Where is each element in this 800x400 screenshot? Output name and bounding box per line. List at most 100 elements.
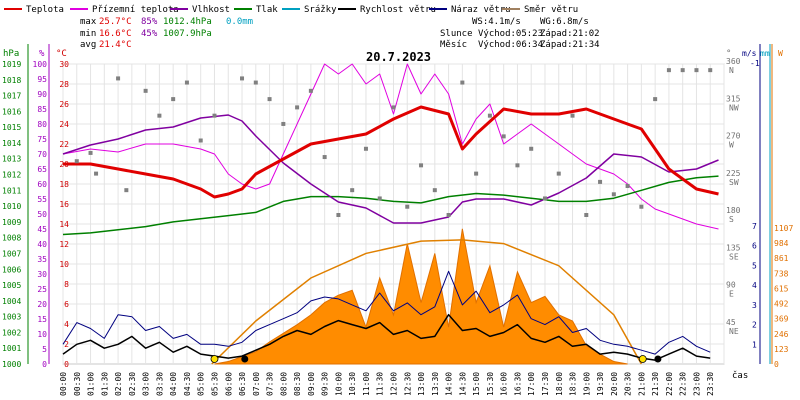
wind-direction-point [419, 163, 424, 168]
humidity-axis-tick: 30 [37, 270, 47, 279]
pressure-axis-tick: 1013 [2, 155, 21, 164]
wind-direction-point [694, 68, 699, 73]
temperature-axis-tick: 16 [59, 200, 69, 209]
x-axis-tick: 06:30 [238, 372, 247, 396]
pressure-axis-tick: 1015 [2, 123, 21, 132]
temperature-axis-tick: 30 [59, 60, 69, 69]
wind-direction-point [267, 97, 272, 102]
wind-direction-point [639, 204, 644, 209]
temperature-axis-tick: 10 [59, 260, 69, 269]
wind-direction-point [336, 213, 341, 217]
wind-axis-tick: 5 [752, 261, 757, 270]
x-axis-tick: 09:30 [321, 372, 330, 396]
sunrise-icon [210, 355, 219, 363]
wind-axis-extra-tick: -1 [750, 59, 760, 68]
wind-direction-point [74, 159, 79, 164]
direction-axis-tick: 180 [726, 206, 741, 215]
x-axis-tick: 16:30 [513, 372, 522, 396]
wind-direction-point [405, 204, 410, 209]
radiation-axis-tick: 492 [774, 300, 789, 309]
x-axis-tick: 04:00 [169, 372, 178, 396]
wind-direction-point [542, 196, 547, 201]
humidity-axis-tick: 60 [37, 180, 47, 189]
stats-avg-label: avg [80, 40, 96, 50]
wind-direction-point [501, 134, 506, 139]
legend-item-label: Teplota [26, 5, 64, 15]
stats-avg-temp: 21.4°C [99, 40, 132, 50]
stats-min-hum: 45% [141, 29, 158, 39]
wind-direction-point [625, 184, 630, 189]
temperature-axis-tick: 14 [59, 220, 69, 229]
info-moon-label: Měsíc [440, 40, 467, 50]
humidity-axis-tick: 85 [37, 105, 47, 114]
grid [62, 63, 725, 365]
wind-direction-point [240, 76, 245, 81]
chart-title: 20.7.2023 [366, 50, 431, 64]
wind-direction-point [184, 80, 189, 85]
radiation-axis-tick: 246 [774, 330, 789, 339]
direction-axis-tick: 360 [726, 57, 741, 66]
humidity-axis-tick: 45 [37, 225, 47, 234]
x-axis-tick: 18:00 [555, 372, 564, 396]
humidity-axis-tick: 15 [37, 315, 47, 324]
x-axis-label: čas [732, 370, 748, 381]
humidity-axis-tick: 20 [37, 300, 47, 309]
wind-direction-point [253, 80, 258, 85]
x-axis-tick: 22:00 [665, 372, 674, 396]
pressure-axis-tick: 1006 [2, 265, 21, 274]
wind-direction-point [708, 68, 713, 73]
x-axis-tick: 17:00 [527, 372, 536, 396]
humidity-axis-tick: 75 [37, 135, 47, 144]
radiation-axis-tick: 123 [774, 345, 789, 354]
stats-max-temp: 25.7°C [99, 17, 132, 27]
x-axis-tick: 02:30 [128, 372, 137, 396]
pressure-axis-tick: 1016 [2, 107, 21, 116]
wind-direction-point [350, 188, 355, 193]
x-axis-tick: 19:00 [582, 372, 591, 396]
x-axis-tick: 22:30 [679, 372, 688, 396]
legend-item-label: Rychlost větru [360, 5, 436, 15]
wind-direction-point [124, 188, 129, 193]
stats-min-label: min [80, 29, 96, 39]
temperature-axis-tick: 28 [59, 80, 69, 89]
stats-min-press: 1007.9hPa [163, 29, 212, 39]
temperature-axis-tick: 6 [64, 300, 69, 309]
x-axis-tick: 12:30 [403, 372, 412, 396]
humidity-axis-tick: 65 [37, 165, 47, 174]
wind-direction-point [474, 171, 479, 176]
sunset-icon [638, 355, 647, 363]
temperature-axis-tick: 22 [59, 140, 69, 149]
pressure-axis-tick: 1019 [2, 60, 21, 69]
x-axis-tick: 02:00 [114, 372, 123, 396]
wind-direction-point [432, 188, 437, 193]
x-axis-tick: 15:30 [486, 372, 495, 396]
humidity-axis-tick: 70 [37, 150, 47, 159]
info-moonset: Západ:21:34 [540, 40, 600, 50]
radiation-axis-tick: 0 [774, 360, 779, 369]
temperature-axis-tick: 4 [64, 320, 69, 329]
series-lines-layer [62, 63, 719, 361]
humidity-axis-tick: 40 [37, 240, 47, 249]
x-axis-tick: 07:00 [252, 372, 261, 396]
pressure-axis-tick: 1010 [2, 202, 21, 211]
stats-min-temp: 16.6°C [99, 29, 132, 39]
wind-direction-point [680, 68, 685, 73]
direction-axis-label: S [729, 215, 734, 224]
humidity-axis-tick: 5 [42, 345, 47, 354]
wind-axis-tick: 4 [752, 281, 757, 290]
info-moonrise: Východ:06:34 [478, 40, 543, 50]
legend-item-label: Tlak [256, 5, 278, 15]
wind-direction-layer [74, 68, 713, 363]
pressure-axis-tick: 1009 [2, 218, 21, 227]
x-axis-tick: 00:00 [59, 372, 68, 396]
temperature-axis-tick: 24 [59, 120, 69, 129]
x-axis-tick: 10:00 [334, 372, 343, 396]
wind-direction-point [653, 97, 658, 102]
wind-direction-point [363, 146, 368, 151]
humidity-axis-tick: 50 [37, 210, 47, 219]
wind-axis-tick: 6 [752, 242, 757, 251]
x-axis-tick: 15:00 [472, 372, 481, 396]
wind-direction-point [212, 113, 217, 118]
temperature-axis-tick: 18 [59, 180, 69, 189]
pressure-axis-tick: 1003 [2, 313, 21, 322]
